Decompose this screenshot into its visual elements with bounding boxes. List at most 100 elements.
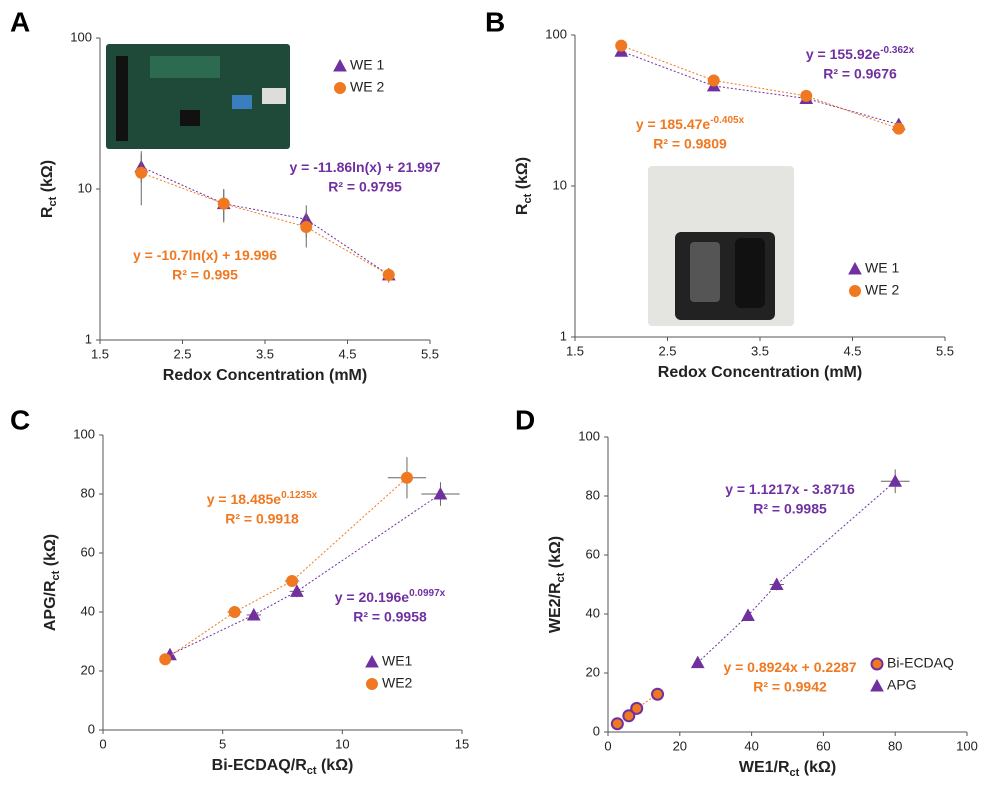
marker xyxy=(365,654,379,668)
marker xyxy=(400,471,413,484)
r-squared: R² = 0.9676 xyxy=(823,66,897,82)
legend-label: WE 1 xyxy=(865,260,899,276)
marker xyxy=(334,82,346,94)
marker xyxy=(651,687,665,701)
x-tick-label: 10 xyxy=(335,736,349,751)
r-squared: R² = 0.9918 xyxy=(225,511,299,527)
legend-label: Bi-ECDAQ xyxy=(887,655,954,671)
marker xyxy=(228,606,241,618)
y-tick-label: 0 xyxy=(88,721,95,736)
marker xyxy=(707,74,720,87)
equation-text: y = 0.8924x + 0.2287 xyxy=(723,659,856,675)
equation: y = 185.47e-0.405x xyxy=(636,115,745,132)
marker xyxy=(630,701,644,715)
legend-label: WE1 xyxy=(382,653,413,669)
legend-label: APG xyxy=(887,677,917,693)
x-axis-label: Redox Concentration (mM) xyxy=(658,364,862,381)
r-squared: R² = 0.9809 xyxy=(653,136,727,152)
y-tick-label: 60 xyxy=(586,546,600,561)
y-tick-label: 100 xyxy=(578,428,600,443)
y-axis-label-sub: ct xyxy=(50,570,62,580)
panel-label: A xyxy=(10,6,30,37)
x-tick-label: 2.5 xyxy=(658,343,676,358)
x-tick-label: 2.5 xyxy=(173,346,191,361)
panel-label: C xyxy=(10,404,30,435)
marker xyxy=(800,89,813,102)
x-tick-label: 40 xyxy=(744,738,758,753)
y-axis-label: APG/Rct (kΩ) xyxy=(42,534,62,631)
x-axis-label-unit: (kΩ) xyxy=(799,759,836,776)
x-tick-label: 5.5 xyxy=(936,343,954,358)
y-axis-label-unit: (kΩ) xyxy=(514,157,531,194)
equation-text: y = -10.7ln(x) + 19.996 xyxy=(133,247,277,263)
equation: y = 20.196e0.0997x xyxy=(335,588,446,605)
equation-sup: -0.362x xyxy=(880,45,914,56)
equation: y = -10.7ln(x) + 19.996 xyxy=(133,247,277,263)
marker xyxy=(769,577,784,590)
y-axis-label-text: WE2/R xyxy=(547,582,564,633)
panel-label: D xyxy=(515,404,535,435)
legend-label: WE 2 xyxy=(865,282,899,298)
marker xyxy=(848,261,862,275)
marker xyxy=(888,474,903,487)
marker xyxy=(382,268,395,281)
equation-sup: 0.0997x xyxy=(409,588,446,599)
y-tick-label: 40 xyxy=(81,603,95,618)
x-tick-label: 5.5 xyxy=(421,346,439,361)
x-tick-label: 80 xyxy=(888,738,902,753)
marker xyxy=(622,709,636,723)
x-tick-label: 0 xyxy=(99,736,106,751)
y-tick-label: 40 xyxy=(586,605,600,620)
y-tick-label: 60 xyxy=(81,544,95,559)
x-axis-label-text: Bi-ECDAQ/R xyxy=(212,757,308,774)
x-axis-label-text: WE1/R xyxy=(739,759,790,776)
y-tick-label: 100 xyxy=(73,426,95,441)
x-axis-label-sub: ct xyxy=(790,767,800,779)
y-tick-label: 10 xyxy=(78,180,92,195)
x-axis-label-unit: (kΩ) xyxy=(317,757,354,774)
legend-label: WE 1 xyxy=(350,57,384,73)
x-tick-label: 4.5 xyxy=(338,346,356,361)
y-tick-label: 100 xyxy=(70,29,92,44)
x-tick-label: 20 xyxy=(673,738,687,753)
marker xyxy=(246,607,261,621)
x-axis-label: WE1/Rct (kΩ) xyxy=(739,759,836,779)
y-tick-label: 100 xyxy=(545,26,567,41)
marker xyxy=(615,39,628,52)
x-tick-label: 4.5 xyxy=(843,343,861,358)
equation-text: y = 1.1217x - 3.8716 xyxy=(725,481,855,497)
x-axis-label-text: Redox Concentration (mM) xyxy=(658,364,862,381)
y-axis-label-unit: (kΩ) xyxy=(42,534,59,571)
y-axis-label-text: R xyxy=(39,206,56,218)
marker xyxy=(741,608,755,621)
y-axis-label-sub: ct xyxy=(555,572,567,582)
panel-label: B xyxy=(485,6,505,37)
y-axis-label-sub: ct xyxy=(47,196,59,206)
marker xyxy=(135,166,148,179)
marker xyxy=(690,655,705,669)
trendline xyxy=(621,50,899,126)
equation: y = 0.8924x + 0.2287 xyxy=(723,659,856,675)
marker xyxy=(366,678,378,690)
y-axis-label-sub: ct xyxy=(522,193,534,203)
marker xyxy=(290,584,304,597)
marker xyxy=(333,58,347,72)
equation-sup: -0.405x xyxy=(710,115,744,126)
trendline xyxy=(141,172,390,276)
r-squared: R² = 0.995 xyxy=(172,267,238,283)
y-tick-label: 1 xyxy=(560,328,567,343)
y-tick-label: 0 xyxy=(593,723,600,738)
trendline xyxy=(621,45,899,130)
legend-label: WE 2 xyxy=(350,79,384,95)
x-tick-label: 3.5 xyxy=(751,343,769,358)
marker xyxy=(849,285,861,297)
x-tick-label: 15 xyxy=(455,736,469,751)
equation-text: y = -11.86ln(x) + 21.997 xyxy=(290,159,441,175)
y-tick-label: 20 xyxy=(81,662,95,677)
y-axis-label: Rct (kΩ) xyxy=(514,157,534,215)
inset-circuit-board xyxy=(106,44,290,149)
equation: y = -11.86ln(x) + 21.997 xyxy=(290,159,441,175)
marker xyxy=(610,717,624,731)
inset-potentiostat xyxy=(648,166,794,326)
y-axis-label: Rct (kΩ) xyxy=(39,160,59,218)
